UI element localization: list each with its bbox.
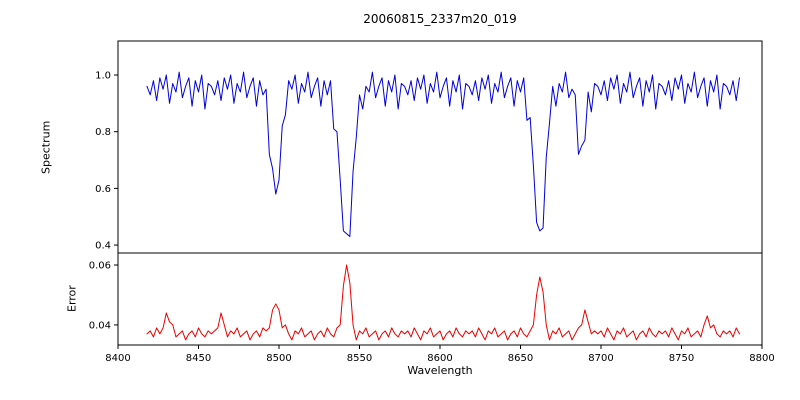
y-tick-label: 0.8 bbox=[95, 127, 111, 138]
x-tick-label: 8550 bbox=[347, 353, 372, 364]
x-tick-label: 8750 bbox=[669, 353, 694, 364]
error-line bbox=[146, 264, 740, 341]
x-tick-label: 8450 bbox=[186, 353, 211, 364]
x-tick-label: 8600 bbox=[427, 353, 452, 364]
x-tick-label: 8650 bbox=[508, 353, 533, 364]
y-tick-label: 0.6 bbox=[95, 184, 111, 195]
x-tick-label: 8500 bbox=[266, 353, 291, 364]
x-axis-label: Wavelength bbox=[407, 364, 473, 377]
y-tick-label: 1.0 bbox=[95, 71, 111, 82]
x-tick-label: 8700 bbox=[588, 353, 613, 364]
y-tick-label: 0.06 bbox=[89, 260, 111, 271]
y-axis-label-spectrum: Spectrum bbox=[39, 120, 53, 174]
y-axis-label-error: Error bbox=[65, 285, 79, 313]
x-tick-label: 8800 bbox=[749, 353, 774, 364]
figure-title: 20060815_2337m20_019 bbox=[363, 12, 517, 26]
y-tick-label: 0.04 bbox=[89, 320, 111, 331]
y-tick-label: 0.4 bbox=[95, 241, 111, 252]
spectrum-line bbox=[146, 71, 740, 238]
spectrum-panel-frame bbox=[117, 40, 763, 254]
x-tick-label: 8400 bbox=[105, 353, 130, 364]
